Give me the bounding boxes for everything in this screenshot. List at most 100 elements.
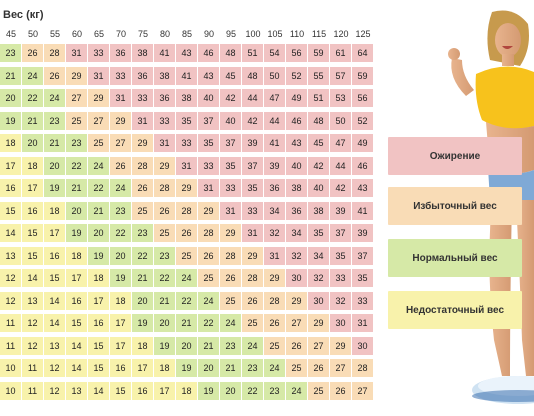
bmi-cell: 33 <box>176 134 197 152</box>
bmi-cell: 24 <box>44 89 65 107</box>
weight-header: 100 <box>245 29 261 39</box>
bmi-cell: 41 <box>352 201 373 220</box>
bmi-cell: 48 <box>220 44 241 62</box>
bmi-cell: 27 <box>330 359 351 377</box>
bmi-cell: 18 <box>176 381 197 400</box>
bmi-cell: 24 <box>22 66 43 85</box>
bmi-cell: 35 <box>330 246 351 265</box>
bmi-cell: 49 <box>352 134 373 152</box>
bmi-cell: 21 <box>88 201 109 220</box>
bmi-cell: 38 <box>132 44 153 62</box>
weight-header: 80 <box>159 29 170 39</box>
bmi-cell: 26 <box>286 336 307 355</box>
bmi-cell: 20 <box>110 246 131 265</box>
weight-axis-title: Вес (кг) <box>3 9 44 21</box>
bmi-cell: 35 <box>220 156 241 175</box>
bmi-cell: 29 <box>110 111 131 130</box>
bmi-cell: 28 <box>264 291 285 310</box>
bmi-cell: 10 <box>0 359 21 377</box>
bmi-cell: 32 <box>286 246 307 265</box>
bmi-cell: 29 <box>264 269 285 287</box>
bmi-cell: 16 <box>110 359 131 377</box>
bmi-cell: 30 <box>352 336 373 355</box>
bmi-cell: 25 <box>176 246 197 265</box>
bmi-cell: 34 <box>264 201 285 220</box>
bmi-grid: 23 26 28 31 33 36 38 41 43 46 48 51 54 56 59 61 64 21 24 26… <box>0 44 376 404</box>
bmi-cell: 24 <box>264 359 285 377</box>
bmi-cell: 25 <box>264 336 285 355</box>
bmi-cell: 42 <box>330 179 351 197</box>
bmi-cell: 21 <box>154 291 175 310</box>
bmi-cell: 40 <box>220 111 241 130</box>
bmi-cell: 26 <box>154 201 175 220</box>
bmi-cell: 19 <box>176 359 197 377</box>
bmi-cell: 24 <box>88 156 109 175</box>
weight-header: 85 <box>181 29 192 39</box>
bmi-cell: 20 <box>220 381 241 400</box>
bmi-cell: 35 <box>198 134 219 152</box>
bmi-cell: 22 <box>110 224 131 242</box>
bmi-cell: 53 <box>330 89 351 107</box>
bmi-cell: 29 <box>242 246 263 265</box>
bmi-cell: 33 <box>132 89 153 107</box>
bmi-cell: 21 <box>44 134 65 152</box>
bmi-cell: 27 <box>286 314 307 332</box>
bmi-cell: 44 <box>330 156 351 175</box>
bmi-cell: 39 <box>264 156 285 175</box>
bmi-cell: 28 <box>44 44 65 62</box>
bmi-cell: 42 <box>308 156 329 175</box>
bmi-cell: 16 <box>88 314 109 332</box>
bmi-cell: 40 <box>286 156 307 175</box>
bmi-cell: 26 <box>220 269 241 287</box>
bmi-cell: 16 <box>44 246 65 265</box>
bmi-cell: 41 <box>176 66 197 85</box>
bmi-cell: 33 <box>242 201 263 220</box>
bmi-cell: 14 <box>44 291 65 310</box>
bmi-cell: 11 <box>0 314 21 332</box>
bmi-cell: 41 <box>264 134 285 152</box>
weight-header: 110 <box>289 29 305 39</box>
bmi-cell: 15 <box>88 336 109 355</box>
bmi-cell: 15 <box>66 314 87 332</box>
bmi-cell: 24 <box>242 336 263 355</box>
bmi-cell: 28 <box>154 179 175 197</box>
weight-header: 125 <box>355 29 371 39</box>
weight-header: 55 <box>49 29 60 39</box>
bmi-cell: 59 <box>308 44 329 62</box>
bmi-cell: 55 <box>308 66 329 85</box>
bmi-cell: 25 <box>132 201 153 220</box>
bmi-cell: 22 <box>88 179 109 197</box>
bmi-cell: 19 <box>198 381 219 400</box>
bmi-cell: 29 <box>220 224 241 242</box>
bmi-cell: 23 <box>220 336 241 355</box>
bmi-cell: 17 <box>110 314 131 332</box>
weight-header: 120 <box>333 29 349 39</box>
bmi-cell: 14 <box>44 314 65 332</box>
bmi-cell: 17 <box>44 224 65 242</box>
bmi-cell: 36 <box>154 89 175 107</box>
bmi-cell: 19 <box>132 314 153 332</box>
bmi-cell: 14 <box>66 359 87 377</box>
bmi-cell: 20 <box>0 89 21 107</box>
bmi-cell: 11 <box>0 336 21 355</box>
weight-header: 60 <box>71 29 82 39</box>
bmi-cell: 13 <box>22 291 43 310</box>
bmi-cell: 26 <box>22 44 43 62</box>
bmi-cell: 31 <box>264 246 285 265</box>
bmi-cell: 19 <box>110 269 131 287</box>
bmi-cell: 20 <box>154 314 175 332</box>
bmi-cell: 19 <box>0 111 21 130</box>
bmi-cell: 25 <box>220 291 241 310</box>
legend-overweight-label: Избыточный вес <box>413 200 497 212</box>
bmi-cell: 18 <box>44 201 65 220</box>
bmi-cell: 12 <box>44 359 65 377</box>
bmi-cell: 25 <box>154 224 175 242</box>
bmi-cell: 28 <box>198 224 219 242</box>
bmi-cell: 36 <box>286 201 307 220</box>
bmi-cell: 26 <box>44 66 65 85</box>
bmi-cell: 36 <box>264 179 285 197</box>
bmi-cell: 23 <box>110 201 131 220</box>
bmi-cell: 25 <box>198 269 219 287</box>
bmi-cell: 20 <box>132 291 153 310</box>
bmi-cell: 16 <box>0 179 21 197</box>
